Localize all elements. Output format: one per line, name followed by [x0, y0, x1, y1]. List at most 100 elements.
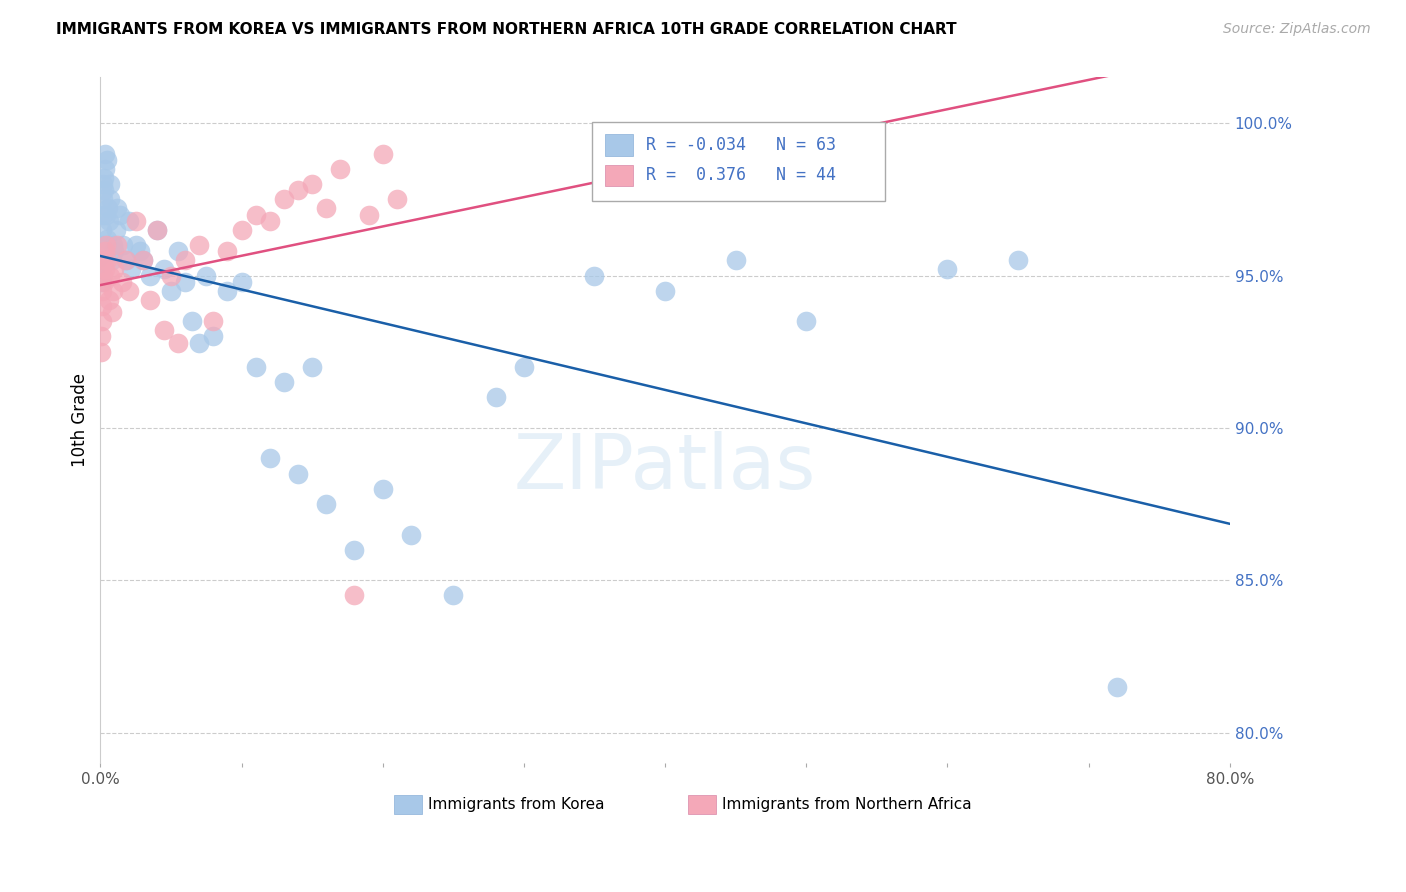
- Point: [174, 275, 197, 289]
- Point: [96, 153, 118, 167]
- Point: [98, 177, 121, 191]
- Point: [91, 192, 114, 206]
- Point: [273, 192, 295, 206]
- Point: [485, 391, 508, 405]
- Point: [120, 262, 142, 277]
- Point: [188, 335, 211, 350]
- Point: [131, 253, 153, 268]
- Point: [1105, 680, 1128, 694]
- Point: [231, 275, 253, 289]
- Point: [91, 208, 114, 222]
- Point: [217, 284, 239, 298]
- Point: [174, 253, 197, 268]
- Point: [371, 482, 394, 496]
- Point: [117, 284, 139, 298]
- Point: [287, 183, 309, 197]
- Point: [385, 192, 408, 206]
- Text: R =  0.376   N = 44: R = 0.376 N = 44: [645, 167, 835, 185]
- Point: [513, 359, 536, 374]
- Point: [315, 202, 337, 216]
- Text: IMMIGRANTS FROM KOREA VS IMMIGRANTS FROM NORTHERN AFRICA 10TH GRADE CORRELATION : IMMIGRANTS FROM KOREA VS IMMIGRANTS FROM…: [56, 22, 957, 37]
- Point: [794, 314, 817, 328]
- Point: [1007, 253, 1029, 268]
- Point: [146, 223, 169, 237]
- Point: [301, 177, 323, 191]
- Point: [195, 268, 218, 283]
- Point: [103, 244, 125, 259]
- Point: [399, 527, 422, 541]
- Point: [371, 146, 394, 161]
- Point: [245, 359, 267, 374]
- Point: [139, 268, 162, 283]
- Point: [654, 284, 676, 298]
- Point: [90, 275, 112, 289]
- FancyBboxPatch shape: [592, 122, 886, 201]
- Point: [91, 253, 114, 268]
- Point: [97, 293, 120, 307]
- Point: [108, 208, 131, 222]
- Point: [101, 284, 124, 298]
- Point: [90, 299, 112, 313]
- Point: [104, 223, 127, 237]
- Point: [160, 284, 183, 298]
- Point: [301, 359, 323, 374]
- Point: [343, 589, 366, 603]
- Point: [100, 253, 122, 268]
- Point: [93, 262, 115, 277]
- Point: [91, 238, 114, 252]
- Point: [188, 238, 211, 252]
- Point: [245, 208, 267, 222]
- Point: [217, 244, 239, 259]
- Point: [128, 244, 150, 259]
- Point: [153, 323, 176, 337]
- Point: [97, 202, 120, 216]
- Point: [93, 275, 115, 289]
- Point: [117, 213, 139, 227]
- Point: [583, 268, 606, 283]
- Point: [202, 314, 225, 328]
- Point: [936, 262, 959, 277]
- Point: [273, 375, 295, 389]
- Point: [94, 208, 117, 222]
- Point: [93, 177, 115, 191]
- Point: [287, 467, 309, 481]
- Point: [167, 244, 190, 259]
- Point: [90, 253, 112, 268]
- Point: [111, 238, 134, 252]
- Point: [96, 232, 118, 246]
- Point: [91, 314, 114, 328]
- Point: [96, 253, 118, 268]
- Point: [724, 253, 747, 268]
- Point: [91, 284, 114, 298]
- Point: [441, 589, 464, 603]
- Point: [93, 183, 115, 197]
- Point: [124, 213, 146, 227]
- Point: [114, 253, 136, 268]
- Point: [94, 238, 117, 252]
- Point: [114, 253, 136, 268]
- Bar: [605, 164, 634, 186]
- Point: [90, 262, 112, 277]
- Point: [91, 268, 114, 283]
- Point: [181, 314, 204, 328]
- Point: [94, 244, 117, 259]
- Point: [93, 146, 115, 161]
- Bar: [394, 796, 422, 814]
- Text: Immigrants from Northern Africa: Immigrants from Northern Africa: [721, 797, 972, 813]
- Point: [91, 223, 114, 237]
- Point: [105, 202, 128, 216]
- Point: [167, 335, 190, 350]
- Text: ZIPatlas: ZIPatlas: [513, 431, 817, 505]
- Text: Source: ZipAtlas.com: Source: ZipAtlas.com: [1223, 22, 1371, 37]
- Point: [90, 344, 112, 359]
- Text: R = -0.034   N = 63: R = -0.034 N = 63: [645, 136, 835, 153]
- Point: [98, 268, 121, 283]
- Point: [357, 208, 380, 222]
- Point: [100, 305, 122, 319]
- Point: [103, 262, 125, 277]
- Point: [105, 238, 128, 252]
- Point: [315, 497, 337, 511]
- Point: [153, 262, 176, 277]
- Point: [146, 223, 169, 237]
- Point: [98, 192, 121, 206]
